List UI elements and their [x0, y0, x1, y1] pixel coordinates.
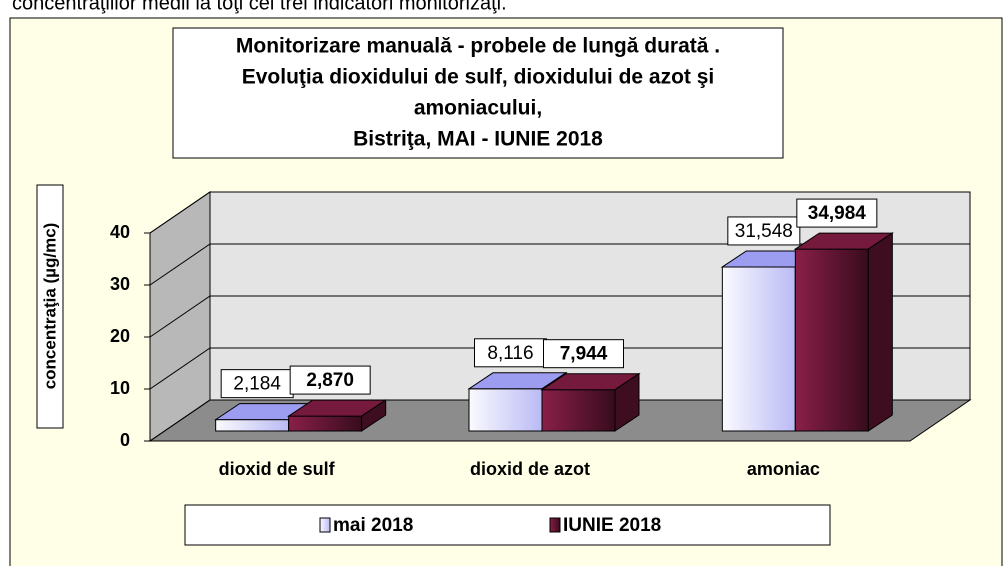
value-label-box — [796, 198, 878, 228]
chart-title: amoniacului, — [414, 97, 542, 120]
value-label: 7,944 — [560, 344, 608, 365]
grid-line — [149, 243, 970, 286]
bar — [287, 399, 388, 432]
value-label: 34,984 — [808, 203, 867, 224]
legend-label: IUNIE 2018 — [563, 515, 661, 536]
chart-title: Evoluţia dioxidului de sulf, dioxidului … — [242, 66, 715, 89]
value-label: 2,870 — [306, 370, 354, 391]
legend-swatch — [319, 517, 331, 533]
chart-title: Monitorizare manuală - probele de lungă … — [236, 35, 720, 58]
grid-line — [149, 295, 970, 338]
bar-front — [794, 248, 869, 432]
legend-box — [184, 504, 831, 546]
x-tick-label: dioxid de sulf — [219, 459, 336, 479]
value-label-box — [474, 338, 547, 368]
y-tick-label: 30 — [110, 274, 130, 294]
bar — [540, 372, 641, 432]
y-tick-label: 10 — [110, 378, 130, 398]
bar — [793, 232, 894, 432]
chart-title: Bistriţa, MAI - IUNIE 2018 — [353, 128, 603, 151]
bar-front — [215, 419, 290, 432]
bar-front — [468, 388, 543, 432]
value-label-box — [289, 365, 371, 395]
value-label: 31,548 — [735, 221, 793, 242]
grid-line — [149, 399, 970, 442]
bar-front — [721, 266, 796, 432]
bar-side — [867, 232, 893, 432]
y-tick-label: 20 — [110, 326, 130, 346]
y-label-box — [36, 184, 64, 429]
bar-front — [541, 389, 616, 432]
grid-line — [149, 191, 970, 234]
y-axis-label: concentraţia (µg/mc) — [40, 223, 59, 390]
bar-front — [288, 415, 363, 432]
value-label-box — [543, 339, 624, 369]
grid-line — [149, 347, 970, 390]
value-label: 8,116 — [487, 343, 533, 364]
x-tick-label: amoniac — [747, 459, 820, 479]
x-tick-label: dioxid de azot — [470, 459, 590, 479]
y-tick-label: 40 — [110, 222, 130, 242]
legend-label: mai 2018 — [333, 515, 413, 536]
bar-side — [361, 399, 387, 432]
y-tick-label: 0 — [120, 430, 130, 450]
bar-side — [614, 372, 640, 432]
header-text: concentraţiilor medii la toţi cei trei i… — [12, 0, 507, 14]
legend-swatch — [549, 517, 561, 533]
title-box — [172, 27, 784, 159]
value-label-box — [220, 369, 294, 399]
value-label-box — [727, 216, 801, 246]
value-label: 2,184 — [233, 374, 281, 395]
